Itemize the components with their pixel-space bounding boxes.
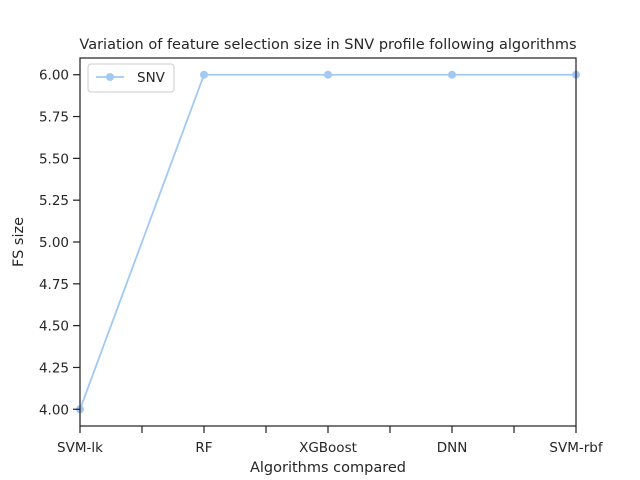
data-point xyxy=(448,70,456,79)
legend-point-marker xyxy=(106,73,114,81)
legend-label-snv: SNV xyxy=(137,70,166,86)
chart-title: Variation of feature selection size in S… xyxy=(79,37,576,53)
y-tick-label: 5.25 xyxy=(39,193,69,209)
x-tick-label: SVM-lk xyxy=(57,440,103,456)
x-tick-label: XGBoost xyxy=(299,440,357,456)
y-tick-label: 4.50 xyxy=(39,319,69,335)
x-axis-label: Algorithms compared xyxy=(250,460,406,476)
x-tick-label: SVM-rbf xyxy=(549,440,603,456)
y-axis-label: FS size xyxy=(11,217,27,267)
x-axis: SVM-lk RF XGBoost DNN SVM-rbf xyxy=(57,426,604,456)
y-tick-label: 6.00 xyxy=(39,68,69,84)
y-tick-label: 5.50 xyxy=(39,151,69,167)
y-axis: 4.00 4.25 4.50 4.75 5.00 5.25 5.50 5.75 6.00 xyxy=(39,68,80,418)
y-tick-label: 4.75 xyxy=(39,277,69,293)
x-tick-label: RF xyxy=(195,440,212,456)
y-tick-label: 4.25 xyxy=(39,360,69,376)
y-tick-label: 5.75 xyxy=(39,110,69,126)
data-point xyxy=(324,70,332,79)
legend: SNV xyxy=(87,63,175,93)
y-tick-label: 4.00 xyxy=(39,402,69,418)
y-tick-label: 5.00 xyxy=(39,235,69,251)
legend-box xyxy=(87,63,175,93)
series-line-snv xyxy=(79,73,576,410)
plot-area xyxy=(76,70,580,414)
x-tick-label: DNN xyxy=(437,440,468,456)
data-point xyxy=(200,70,208,79)
axes-frame xyxy=(79,57,577,427)
